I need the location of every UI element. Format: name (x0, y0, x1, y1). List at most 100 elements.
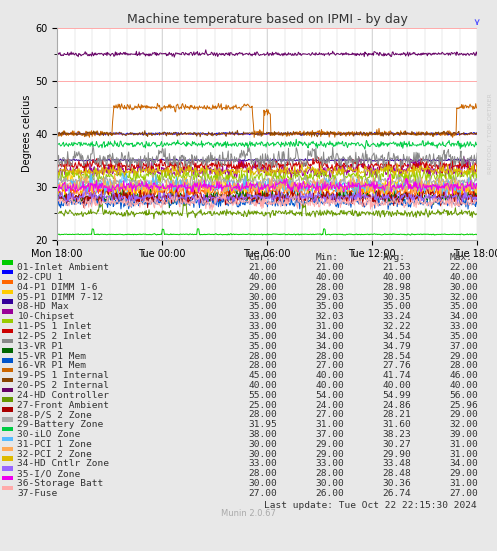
Text: 29.00: 29.00 (450, 352, 479, 360)
Text: 45.00: 45.00 (248, 371, 277, 380)
Text: RRDTOOL / TOBI OETIKER: RRDTOOL / TOBI OETIKER (487, 93, 492, 174)
Text: 35.00: 35.00 (450, 302, 479, 311)
Text: 34.54: 34.54 (383, 332, 412, 341)
Text: 40.00: 40.00 (316, 371, 344, 380)
Text: 01-Inlet Ambient: 01-Inlet Ambient (17, 263, 109, 272)
Text: 28-P/S 2 Zone: 28-P/S 2 Zone (17, 410, 92, 419)
Text: 28.48: 28.48 (383, 469, 412, 478)
Text: 34.00: 34.00 (316, 342, 344, 351)
Text: 33.00: 33.00 (450, 322, 479, 331)
Text: Last update: Tue Oct 22 22:15:30 2024: Last update: Tue Oct 22 22:15:30 2024 (264, 501, 477, 510)
Title: Machine temperature based on IPMI - by day: Machine temperature based on IPMI - by d… (127, 13, 408, 26)
Text: 21.00: 21.00 (316, 263, 344, 272)
Text: 16-VR P1 Mem: 16-VR P1 Mem (17, 361, 86, 370)
Text: 31.00: 31.00 (316, 420, 344, 429)
Text: 29.00: 29.00 (316, 450, 344, 458)
Text: 55.00: 55.00 (248, 391, 277, 400)
Text: 26.74: 26.74 (383, 489, 412, 498)
Text: 35.00: 35.00 (383, 302, 412, 311)
Text: 40.00: 40.00 (316, 381, 344, 390)
Text: 28.00: 28.00 (248, 361, 277, 370)
Text: 28.00: 28.00 (316, 469, 344, 478)
Text: 28.00: 28.00 (450, 361, 479, 370)
Text: 32.00: 32.00 (450, 293, 479, 302)
Text: 33.00: 33.00 (248, 460, 277, 468)
Text: 29.90: 29.90 (383, 450, 412, 458)
Text: 27.00: 27.00 (450, 489, 479, 498)
Text: 27.00: 27.00 (316, 361, 344, 370)
Text: 33.00: 33.00 (316, 460, 344, 468)
Text: 27.00: 27.00 (316, 410, 344, 419)
Text: 04-P1 DIMM 1-6: 04-P1 DIMM 1-6 (17, 283, 98, 292)
Text: 19-PS 1 Internal: 19-PS 1 Internal (17, 371, 109, 380)
Text: 30.00: 30.00 (316, 479, 344, 488)
Text: 28.00: 28.00 (316, 352, 344, 360)
Text: 30.27: 30.27 (383, 440, 412, 449)
Text: 54.00: 54.00 (316, 391, 344, 400)
Text: 35-I/O Zone: 35-I/O Zone (17, 469, 81, 478)
Text: 40.00: 40.00 (383, 273, 412, 282)
Text: 28.54: 28.54 (383, 352, 412, 360)
Text: 34.00: 34.00 (450, 312, 479, 321)
Text: Avg:: Avg: (383, 253, 406, 262)
Text: Munin 2.0.67: Munin 2.0.67 (221, 510, 276, 518)
Text: 31-PCI 1 Zone: 31-PCI 1 Zone (17, 440, 92, 449)
Text: 27-Front Ambient: 27-Front Ambient (17, 401, 109, 409)
Text: 37.00: 37.00 (316, 430, 344, 439)
Text: 28.00: 28.00 (248, 352, 277, 360)
Text: 40.00: 40.00 (248, 381, 277, 390)
Text: 34.00: 34.00 (316, 332, 344, 341)
Text: 40.00: 40.00 (248, 273, 277, 282)
Text: 30.35: 30.35 (383, 293, 412, 302)
Text: 38.00: 38.00 (248, 430, 277, 439)
Text: 27.76: 27.76 (383, 361, 412, 370)
Text: 31.00: 31.00 (450, 440, 479, 449)
Text: 24-HD Controller: 24-HD Controller (17, 391, 109, 400)
Text: 25.00: 25.00 (248, 401, 277, 409)
Text: 37-Fuse: 37-Fuse (17, 489, 58, 498)
Text: 28.00: 28.00 (248, 410, 277, 419)
Text: 26.00: 26.00 (316, 489, 344, 498)
Text: 39.00: 39.00 (450, 430, 479, 439)
Text: 29-Battery Zone: 29-Battery Zone (17, 420, 104, 429)
Text: 25.96: 25.96 (450, 401, 479, 409)
Text: 31.00: 31.00 (316, 322, 344, 331)
Text: 38.23: 38.23 (383, 430, 412, 439)
Text: 02-CPU 1: 02-CPU 1 (17, 273, 64, 282)
Text: 33.24: 33.24 (383, 312, 412, 321)
Text: 40.00: 40.00 (450, 381, 479, 390)
Text: 32.22: 32.22 (383, 322, 412, 331)
Text: Max:: Max: (450, 253, 473, 262)
Text: 29.00: 29.00 (450, 469, 479, 478)
Text: 28.98: 28.98 (383, 283, 412, 292)
Text: 05-P1 DIMM 7-12: 05-P1 DIMM 7-12 (17, 293, 104, 302)
Text: 34-HD Cntlr Zone: 34-HD Cntlr Zone (17, 460, 109, 468)
Text: 31.95: 31.95 (248, 420, 277, 429)
Text: 32.00: 32.00 (450, 420, 479, 429)
Text: 31.00: 31.00 (450, 479, 479, 488)
Text: 29.00: 29.00 (450, 410, 479, 419)
Text: 29.03: 29.03 (316, 293, 344, 302)
Text: 33.48: 33.48 (383, 460, 412, 468)
Text: 30.00: 30.00 (248, 479, 277, 488)
Text: 30.00: 30.00 (248, 450, 277, 458)
Text: 33.00: 33.00 (248, 322, 277, 331)
Text: 30.36: 30.36 (383, 479, 412, 488)
Text: 28.00: 28.00 (316, 283, 344, 292)
Text: 40.00: 40.00 (383, 381, 412, 390)
Text: 24.86: 24.86 (383, 401, 412, 409)
Y-axis label: Degrees celcius: Degrees celcius (22, 95, 32, 172)
Text: 10-Chipset: 10-Chipset (17, 312, 75, 321)
Text: 31.00: 31.00 (450, 450, 479, 458)
Text: 15-VR P1 Mem: 15-VR P1 Mem (17, 352, 86, 360)
Text: 35.00: 35.00 (248, 332, 277, 341)
Text: 29.00: 29.00 (316, 440, 344, 449)
Text: Min:: Min: (316, 253, 338, 262)
Text: 33.00: 33.00 (248, 312, 277, 321)
Text: 13-VR P1: 13-VR P1 (17, 342, 64, 351)
Text: 37.00: 37.00 (450, 342, 479, 351)
Text: 29.00: 29.00 (248, 283, 277, 292)
Text: 30.00: 30.00 (248, 440, 277, 449)
Text: 40.00: 40.00 (316, 273, 344, 282)
Text: 35.00: 35.00 (248, 342, 277, 351)
